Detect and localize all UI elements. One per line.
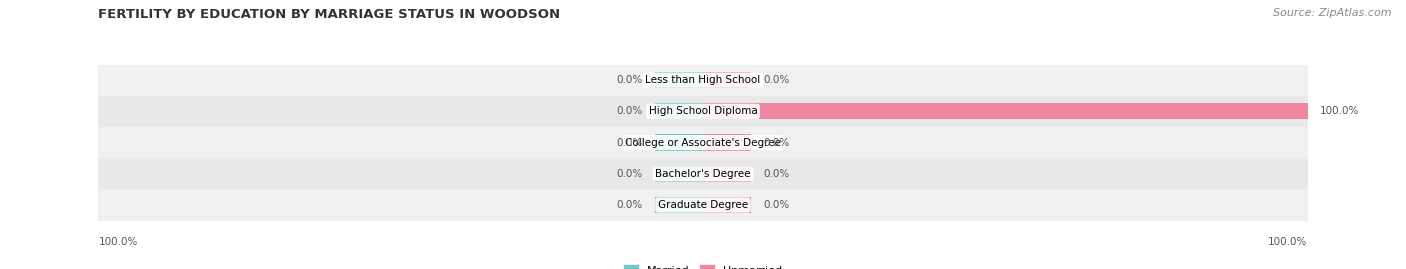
Text: Less than High School: Less than High School <box>645 75 761 85</box>
Bar <box>655 72 703 88</box>
Text: Bachelor's Degree: Bachelor's Degree <box>655 169 751 179</box>
Bar <box>98 127 1308 158</box>
Bar <box>703 103 1308 119</box>
Text: 100.0%: 100.0% <box>1268 237 1308 247</box>
Text: 0.0%: 0.0% <box>616 75 643 85</box>
Text: 100.0%: 100.0% <box>98 237 138 247</box>
Text: Source: ZipAtlas.com: Source: ZipAtlas.com <box>1274 8 1392 18</box>
Text: High School Diploma: High School Diploma <box>648 106 758 116</box>
Bar <box>98 65 1308 96</box>
Bar <box>703 166 751 182</box>
Legend: Married, Unmarried: Married, Unmarried <box>620 260 786 269</box>
Bar <box>98 189 1308 221</box>
Bar <box>655 134 703 151</box>
Text: 0.0%: 0.0% <box>763 200 790 210</box>
Text: 100.0%: 100.0% <box>1320 106 1360 116</box>
Text: 0.0%: 0.0% <box>616 169 643 179</box>
Text: 0.0%: 0.0% <box>763 75 790 85</box>
Text: Graduate Degree: Graduate Degree <box>658 200 748 210</box>
Bar <box>703 72 751 88</box>
Bar <box>655 197 703 213</box>
Bar <box>98 96 1308 127</box>
Bar <box>703 197 751 213</box>
Bar <box>655 166 703 182</box>
Text: 0.0%: 0.0% <box>763 137 790 148</box>
Text: 0.0%: 0.0% <box>616 106 643 116</box>
Bar <box>98 158 1308 189</box>
Bar <box>703 134 751 151</box>
Text: FERTILITY BY EDUCATION BY MARRIAGE STATUS IN WOODSON: FERTILITY BY EDUCATION BY MARRIAGE STATU… <box>98 8 561 21</box>
Text: 0.0%: 0.0% <box>763 169 790 179</box>
Bar <box>655 103 703 119</box>
Text: 0.0%: 0.0% <box>616 137 643 148</box>
Text: College or Associate's Degree: College or Associate's Degree <box>626 137 780 148</box>
Text: 0.0%: 0.0% <box>616 200 643 210</box>
